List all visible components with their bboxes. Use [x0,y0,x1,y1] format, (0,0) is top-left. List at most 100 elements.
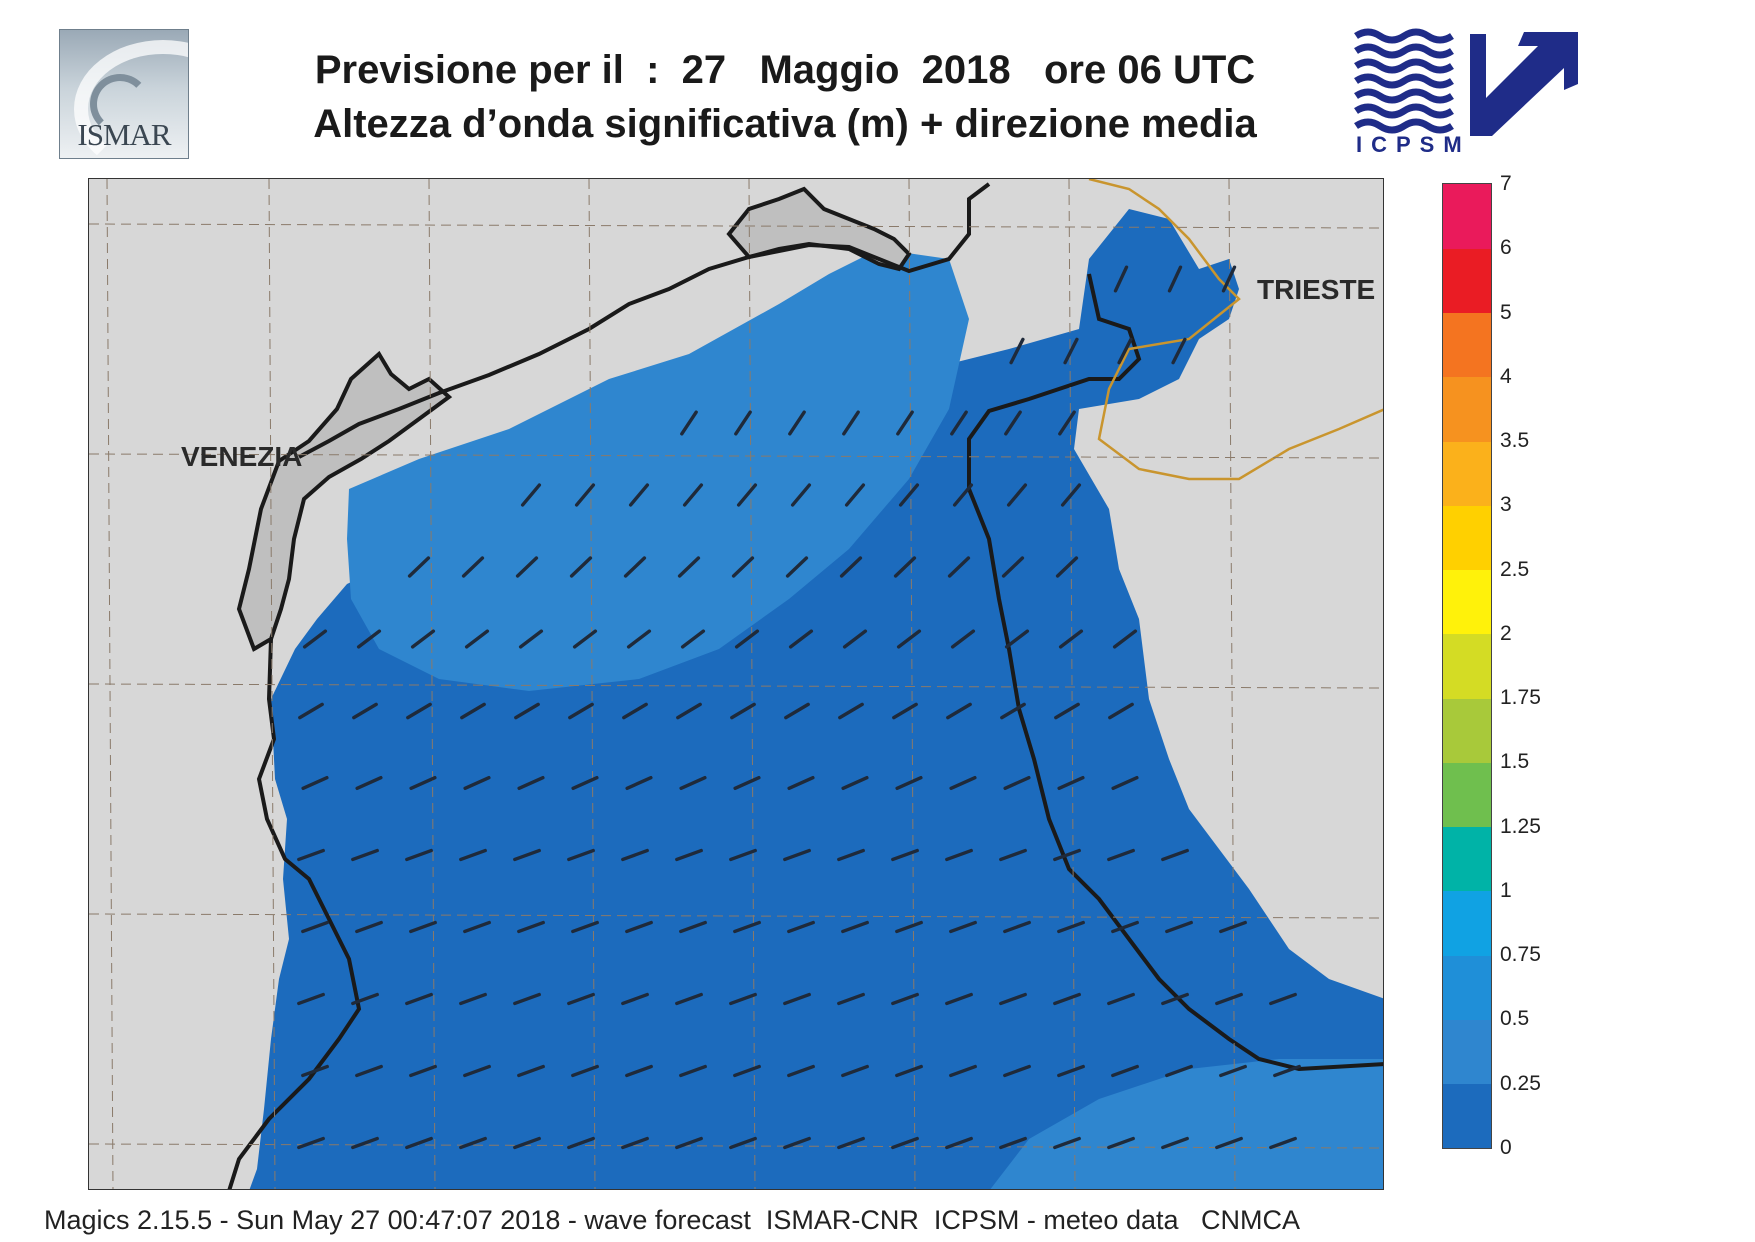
wave-direction-arrow [297,992,325,1006]
wave-direction-arrow [730,702,756,720]
logo-inner-arc [90,74,150,134]
wave-direction-arrow [621,848,649,862]
wave-direction-arrow [679,920,707,934]
wave-direction-arrow [783,848,811,862]
legend-swatch [1443,1019,1491,1085]
grid-meridian [748,179,756,1189]
wave-direction-arrow [837,848,865,862]
wave-direction-arrow [513,992,541,1006]
wave-direction-arrow [675,1136,703,1150]
legend-tick-label: 3 [1500,493,1512,517]
wave-direction-arrow [682,483,704,507]
wave-direction-arrow [837,1136,865,1150]
wave-direction-arrow [1112,629,1138,649]
legend-swatch [1443,955,1491,1020]
legend-tick-label: 7 [1500,172,1512,195]
wave-direction-arrow [302,629,328,649]
legend-tick-label: 6 [1500,236,1512,260]
wave-direction-arrow [841,920,869,934]
wave-direction-arrow [1269,992,1297,1006]
wave-direction-arrow [947,556,971,578]
wave-direction-arrow [356,629,382,649]
grid-parallel [89,453,1383,459]
legend-swatch [1443,312,1491,378]
wave-direction-arrow [790,483,812,507]
wave-direction-arrow [622,702,648,720]
wave-direction-arrow [1107,992,1135,1006]
wave-direction-arrow [950,410,968,436]
wave-direction-arrow [625,1064,653,1078]
sea-area-025-05-southeast [990,1059,1383,1189]
wave-direction-arrow [1006,483,1028,507]
wave-direction-arrow [783,1136,811,1150]
legend-swatch [1443,505,1491,571]
wave-direction-arrow [407,556,431,578]
wave-direction-arrow [621,992,649,1006]
legend-swatch [1443,826,1491,892]
wave-direction-arrow [945,992,973,1006]
wave-direction-arrow [405,992,433,1006]
wave-direction-arrow [1060,483,1082,507]
wave-direction-arrow [896,410,914,436]
wave-direction-arrow [1113,265,1129,293]
wave-direction-arrow [837,992,865,1006]
footer-credits: Magics 2.15.5 - Sun May 27 00:47:07 2018… [44,1205,1301,1235]
wave-direction-arrow [517,775,545,791]
wave-direction-arrow [410,629,436,649]
wave-direction-arrow [680,410,698,436]
grid-meridian [1228,179,1236,1189]
wave-direction-arrow [677,556,701,578]
wave-direction-arrow [567,1136,595,1150]
wave-direction-arrow [1273,1064,1301,1078]
wave-direction-arrow [625,920,653,934]
wave-direction-arrow [999,848,1027,862]
legend-tick-label: 0.25 [1500,1071,1541,1095]
legend-swatch [1443,376,1491,442]
wave-direction-arrow [679,1064,707,1078]
wave-direction-arrow [1117,337,1133,365]
legend-tick-label: 1.5 [1500,750,1530,774]
legend-tick-label: 2 [1500,621,1512,645]
wave-direction-arrow [459,992,487,1006]
wave-direction-arrow [1171,337,1187,365]
grid-meridian [1068,179,1076,1189]
wave-direction-arrow [842,629,868,649]
wave-direction-arrow [626,629,652,649]
wave-direction-arrow [1167,265,1183,293]
wave-direction-arrow [568,702,594,720]
wave-direction-arrow [352,702,378,720]
icpsm-waves-icon [1354,28,1578,136]
wave-direction-arrow [898,483,920,507]
forecast-title: Previsione per il : 27 Maggio 2018 ore 0… [314,48,1256,92]
wave-direction-arrow [788,410,806,436]
ismar-logo: ISMAR [59,29,189,159]
wave-direction-arrow [945,1136,973,1150]
wave-direction-arrow [520,483,542,507]
legend-tick-label: 0.5 [1500,1007,1530,1031]
wave-direction-arrow [569,556,593,578]
grid-parallel [89,223,1383,229]
wave-direction-arrow [351,848,379,862]
wave-direction-arrow [351,1136,379,1150]
legend-tick-label: 4 [1500,364,1512,388]
icpsm-logo-text: ICPSM [1356,132,1471,157]
legend-swatch [1443,441,1491,506]
wave-direction-arrow [999,1136,1027,1150]
wave-direction-arrow [1165,920,1193,934]
legend-tick-label: 0 [1500,1136,1512,1159]
wave-direction-arrow [895,775,923,791]
wave-direction-arrow [1003,775,1031,791]
wave-direction-arrow [567,992,595,1006]
wave-direction-arrow [892,702,918,720]
coastline-north [298,182,991,459]
wave-direction-arrow [1111,1064,1139,1078]
legend-tick-label: 1.25 [1500,814,1541,838]
legend-tick-label: 3.5 [1500,429,1530,453]
wave-direction-arrow [733,1064,761,1078]
wave-direction-arrow [1004,629,1030,649]
wave-direction-arrow [1000,702,1026,720]
wave-direction-arrow [459,848,487,862]
wave-direction-arrow [1004,410,1022,436]
wave-direction-arrow [1219,1064,1247,1078]
coastline-west [227,638,362,1189]
